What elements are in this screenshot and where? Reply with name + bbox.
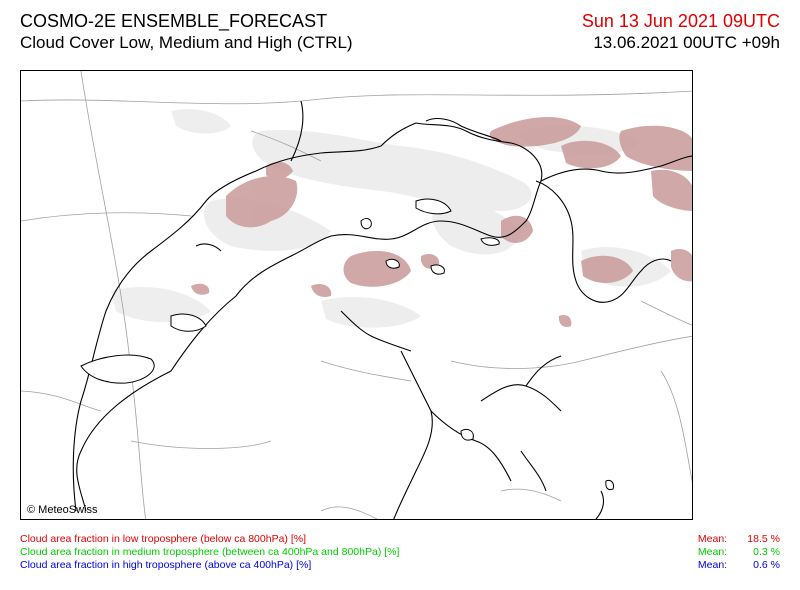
legend-high: Cloud area fraction in high troposphere …: [20, 559, 312, 571]
mean-high: Mean: 0.6 %: [698, 559, 780, 572]
map-canvas: © MeteoSwiss: [21, 71, 692, 519]
mean-values: Mean: 18.5 % Mean: 0.3 % Mean: 0.6 %: [698, 533, 780, 572]
light-cloud-layer: [111, 109, 671, 328]
product-title: COSMO-2E ENSEMBLE_FORECAST: [20, 11, 328, 31]
mean-low: Mean: 18.5 %: [698, 533, 780, 546]
lakes: [80, 198, 614, 491]
legend-medium: Cloud area fraction in medium tropospher…: [20, 546, 400, 558]
mean-medium-value: 0.3 %: [753, 546, 780, 558]
mean-low-label: Mean:: [697, 533, 728, 545]
mean-high-value: 0.6 %: [753, 559, 780, 571]
mean-low-value: 18.5 %: [747, 533, 780, 545]
mean-medium-label: Mean:: [697, 546, 728, 558]
mean-high-label: Mean:: [697, 559, 728, 571]
country-borders: [72, 100, 692, 519]
legend-low: Cloud area fraction in low troposphere (…: [20, 533, 306, 545]
header-right: Sun 13 Jun 2021 09UTC 13.06.2021 00UTC +…: [582, 10, 780, 54]
run-time: 13.06.2021 00UTC +09h: [593, 33, 780, 52]
cloud-cover-map: © MeteoSwiss: [20, 70, 693, 520]
map-grid: [21, 71, 692, 519]
map-copyright: © MeteoSwiss: [27, 504, 98, 516]
legend: Cloud area fraction in low troposphere (…: [20, 533, 399, 572]
product-subtitle: Cloud Cover Low, Medium and High (CTRL): [20, 33, 353, 52]
mean-medium: Mean: 0.3 %: [698, 546, 780, 559]
valid-time: Sun 13 Jun 2021 09UTC: [581, 11, 780, 31]
header-left: COSMO-2E ENSEMBLE_FORECAST Cloud Cover L…: [20, 10, 353, 54]
